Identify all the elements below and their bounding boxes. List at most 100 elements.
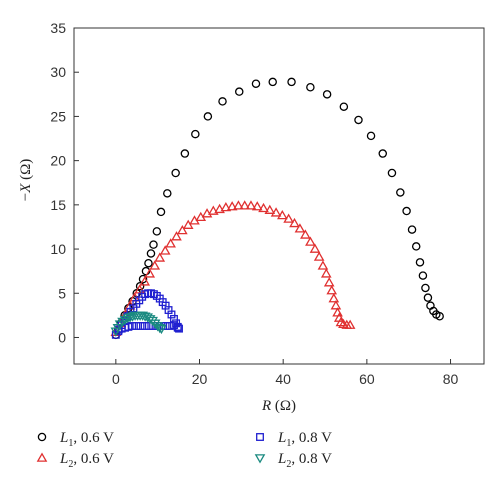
x-axis-label: R (Ω) — [261, 398, 296, 414]
legend-label: L1, 0.6 V — [59, 430, 114, 449]
data-point — [156, 207, 166, 217]
data-point — [138, 274, 148, 284]
y-tick-label: 0 — [58, 329, 66, 345]
data-point — [313, 251, 325, 261]
data-point — [167, 310, 176, 319]
data-point — [177, 224, 188, 235]
y-axis-ticks: 0 5 10 15 20 25 30 35 — [50, 20, 79, 345]
x-axis-label-symbol: R — [261, 398, 271, 414]
data-point — [283, 213, 294, 223]
legend-label: L2, 0.8 V — [277, 451, 332, 470]
data-point — [203, 112, 213, 121]
data-point — [245, 200, 257, 210]
data-point — [218, 97, 227, 106]
data-point — [226, 201, 238, 211]
legend: L1, 0.6 VL2, 0.6 VL1, 0.8 VL2, 0.8 V — [36, 430, 332, 470]
legend-label-text: , 0.8 V — [291, 430, 332, 446]
legend-label-text: , 0.6 V — [73, 430, 114, 446]
data-point — [180, 149, 190, 158]
data-point — [287, 77, 296, 87]
data-point — [251, 79, 261, 88]
data-point — [154, 323, 166, 334]
data-point — [402, 206, 411, 216]
data-point — [423, 293, 433, 302]
data-point — [182, 219, 194, 229]
data-point — [147, 316, 158, 327]
legend-item: L1, 0.6 V — [37, 430, 114, 449]
data-point — [152, 227, 162, 236]
legend-label-subscript: 2 — [286, 459, 291, 470]
data-point — [124, 313, 136, 323]
legend-label-symbol: L — [59, 451, 68, 467]
data-point — [354, 115, 363, 125]
plot-frame — [73, 27, 485, 365]
y-tick-label: 5 — [58, 285, 66, 301]
data-point — [239, 200, 251, 210]
data-point — [305, 236, 316, 246]
data-point — [144, 268, 156, 278]
data-point — [122, 314, 133, 324]
y-axis-label-sign: − — [18, 193, 34, 201]
y-tick-label: 35 — [50, 20, 66, 36]
legend-label: L2, 0.6 V — [59, 451, 114, 470]
data-point — [149, 240, 158, 249]
legend-marker — [254, 454, 266, 464]
data-point — [165, 238, 176, 248]
legend-item: L2, 0.8 V — [254, 451, 332, 470]
data-point — [339, 102, 349, 111]
legend-label-symbol: L — [59, 430, 68, 446]
data-point — [317, 260, 329, 270]
data-point — [171, 231, 182, 241]
data-point — [344, 319, 356, 329]
data-point — [264, 204, 276, 214]
data-point — [163, 189, 172, 198]
data-point — [156, 324, 167, 335]
data-point — [149, 260, 161, 270]
x-axis-label-unit: (Ω) — [271, 398, 296, 414]
data-point — [144, 315, 156, 325]
data-point — [270, 207, 282, 217]
series-4 — [110, 311, 167, 337]
data-point — [387, 168, 397, 178]
x-tick-label: 20 — [192, 371, 208, 387]
legend-item: L2, 0.6 V — [36, 451, 114, 470]
data-point — [159, 245, 171, 255]
x-axis-ticks: 0 20 40 60 80 — [112, 359, 459, 387]
data-point — [322, 90, 332, 99]
data-series-layer — [110, 77, 444, 340]
legend-label-symbol: L — [277, 430, 286, 446]
data-point — [268, 77, 277, 87]
data-point — [132, 322, 141, 330]
data-point — [326, 285, 338, 295]
data-point — [366, 131, 376, 141]
legend-label: L1, 0.8 V — [277, 430, 332, 449]
data-point — [323, 277, 335, 287]
data-point — [251, 201, 263, 211]
data-point — [220, 201, 232, 212]
data-point — [411, 242, 421, 251]
data-point — [207, 205, 219, 215]
data-point — [378, 149, 388, 158]
data-point — [418, 271, 428, 280]
data-point — [330, 300, 342, 310]
y-tick-label: 30 — [50, 64, 66, 80]
data-point — [136, 322, 145, 330]
data-point — [407, 225, 417, 234]
data-point — [170, 321, 178, 330]
data-point — [258, 202, 269, 213]
y-axis-label-symbol: X — [18, 183, 34, 194]
y-tick-label: 15 — [50, 197, 66, 213]
legend-label-symbol: L — [277, 451, 286, 467]
data-point — [144, 322, 153, 330]
data-point — [277, 209, 288, 220]
y-tick-label: 25 — [50, 108, 66, 124]
legend-marker — [256, 433, 264, 441]
data-point — [294, 223, 306, 233]
legend-marker — [36, 452, 48, 462]
data-point — [149, 319, 161, 329]
data-point — [328, 293, 340, 303]
legend-label-subscript: 2 — [68, 459, 73, 470]
data-point — [309, 243, 321, 253]
legend-label-text: , 0.6 V — [73, 451, 114, 467]
